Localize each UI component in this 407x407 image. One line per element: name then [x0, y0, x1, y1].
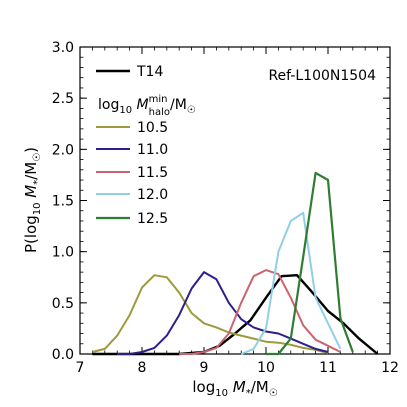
x-tick-label-5: 12 — [381, 360, 399, 376]
x-axis-label-sun: ☉ — [269, 388, 278, 399]
legend-title-tail: /M — [170, 97, 187, 113]
y-tick-label-5: 2.5 — [52, 91, 74, 107]
y-tick-label-6: 3.0 — [52, 40, 74, 56]
y-tick-label-1: 0.5 — [52, 296, 74, 312]
legend-title-sup: min — [149, 94, 168, 105]
x-tick-label-1: 8 — [138, 360, 147, 376]
series-line-11-5 — [179, 269, 341, 355]
legend-title: log10 Mmin halo/M☉ — [98, 94, 196, 118]
series-line-T14 — [92, 274, 379, 356]
y-axis-label-sun: ☉ — [32, 153, 43, 162]
legend-label-2: 11.0 — [137, 142, 168, 158]
y-tick-label-3: 1.5 — [52, 194, 74, 210]
annotation: Ref-L100N1504 — [268, 68, 376, 84]
series-line-12-5 — [266, 171, 354, 356]
x-tick-label-2: 9 — [200, 360, 209, 376]
legend-label-4: 12.0 — [137, 187, 168, 203]
legend-label-3: 11.5 — [137, 165, 168, 181]
ticks: 7 8 9 10 11 12 0.0 0.5 1.0 1.5 2.0 2.5 3.0 — [52, 40, 399, 376]
x-tick-label-3: 10 — [257, 360, 275, 376]
legend-title-sym: M — [137, 97, 149, 113]
y-axis-label-star: * — [32, 180, 43, 185]
y-axis-label-sub: 10 — [32, 203, 43, 216]
legend-title-low: halo — [149, 107, 170, 118]
y-tick-label-0: 0.0 — [52, 347, 74, 363]
legend-title-sub: 10 — [119, 105, 132, 116]
x-axis-label-sym: M — [233, 378, 246, 396]
y-tick-label-4: 2.0 — [52, 142, 74, 158]
legend-title-base: log — [98, 97, 119, 113]
y-axis-label-close: ) — [22, 147, 40, 153]
legend-title-sun: ☉ — [187, 105, 196, 116]
legend-label-0: T14 — [136, 64, 163, 80]
y-axis-label-tail: /M — [22, 162, 40, 180]
legend: T14 log10 Mmin halo/M☉ 10.5 11.0 11.5 12.0 12.5 — [96, 64, 196, 227]
y-axis-label: P(log10 M*/M☉) — [22, 147, 43, 253]
series-line-10-5 — [92, 274, 329, 354]
x-axis-label-star: * — [246, 388, 251, 399]
x-axis-label-base: log — [192, 378, 215, 396]
legend-label-5: 12.5 — [137, 211, 168, 227]
legend-label-1: 10.5 — [137, 120, 168, 136]
y-tick-label-2: 1.0 — [52, 245, 74, 261]
plot-area — [79, 46, 391, 355]
series-line-12-0 — [240, 211, 342, 355]
x-tick-label-4: 11 — [319, 360, 337, 376]
series-group — [92, 171, 379, 356]
x-axis-label: log10 M*/M☉ — [192, 378, 277, 399]
y-axis-label-sym: M — [22, 185, 40, 198]
series-line-11-0 — [117, 271, 329, 355]
x-axis-label-sub: 10 — [215, 388, 228, 399]
x-tick-label-0: 7 — [76, 360, 85, 376]
y-axis-label-pre: P(log — [22, 215, 40, 253]
x-axis-label-tail: /M — [251, 378, 269, 396]
